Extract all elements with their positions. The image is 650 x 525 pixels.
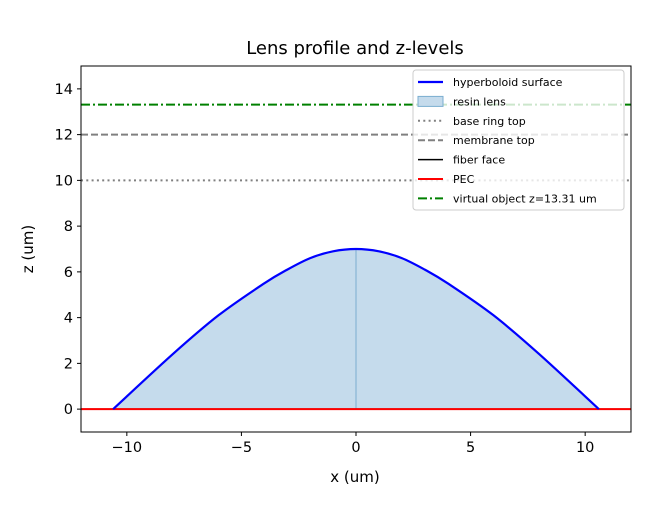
x-tick-label: 5: [466, 440, 475, 456]
y-tick-label: 14: [55, 82, 73, 98]
legend-label: membrane top: [453, 134, 535, 147]
y-axis-ticks: 0 2 4 6 8 10 12 14: [55, 82, 81, 418]
legend: hyperboloid surface resin lens base ring t…: [412, 69, 625, 211]
legend-swatch: [417, 95, 444, 107]
legend-label: base ring top: [453, 115, 526, 128]
y-tick-label: 8: [64, 219, 73, 235]
y-tick-label: 6: [64, 265, 73, 281]
x-tick-label: −5: [231, 440, 252, 456]
legend-box: [412, 69, 625, 211]
x-tick-label: −10: [112, 440, 143, 456]
legend-label: fiber face: [453, 154, 505, 167]
chart-title: Lens profile and z-levels: [246, 38, 464, 59]
legend-label: hyperboloid surface: [453, 76, 563, 89]
x-tick-label: 0: [351, 440, 360, 456]
y-tick-label: 2: [64, 356, 73, 372]
y-tick-label: 4: [64, 311, 73, 327]
y-tick-label: 10: [55, 173, 73, 189]
legend-label: virtual object z=13.31 um: [453, 192, 597, 205]
y-axis-label: z (um): [19, 225, 37, 273]
y-tick-label: 12: [55, 128, 73, 144]
legend-label: resin lens: [453, 95, 506, 108]
hyperboloid-surface-curve: [112, 247, 600, 410]
legend-label: PEC: [453, 173, 475, 186]
plot-content: [81, 103, 631, 411]
x-axis-ticks: −10 −5 0 5 10: [112, 432, 594, 456]
x-axis-label: x (um): [330, 468, 379, 486]
plot-area: [81, 103, 631, 411]
y-tick-label: 0: [64, 402, 73, 418]
x-tick-label: 10: [576, 440, 594, 456]
